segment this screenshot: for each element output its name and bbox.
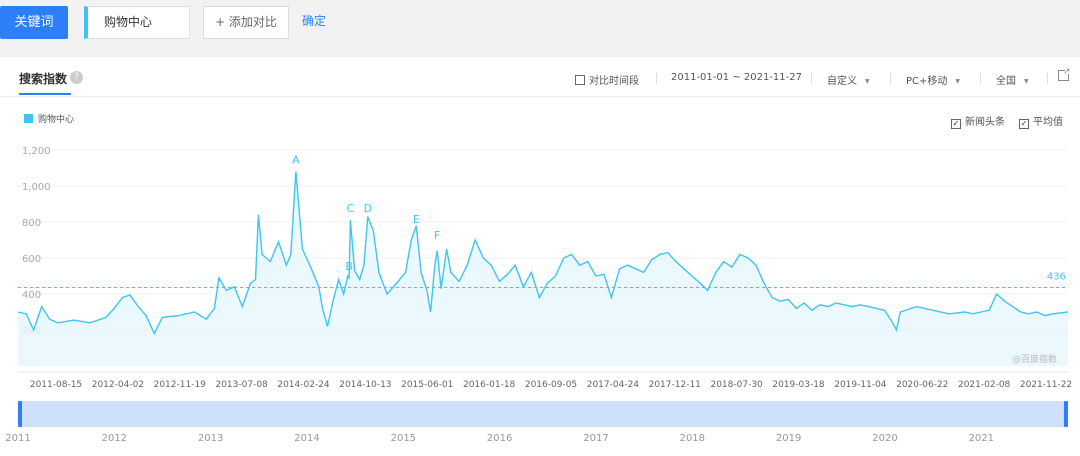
compare-period-label: 对比时间段 [589, 76, 639, 87]
navigator-year-label: 2020 [872, 433, 897, 444]
legend-swatch [24, 114, 33, 123]
y-tick-label: 400 [22, 290, 41, 301]
x-tick-label: 2012-11-19 [154, 380, 207, 390]
caret-down-icon: ▼ [1024, 78, 1029, 85]
keyword-tab-button[interactable]: 关键词 [0, 6, 68, 39]
x-tick-label: 2019-03-18 [772, 380, 825, 390]
divider [811, 73, 812, 84]
device-dropdown-label: PC+移动 [906, 76, 948, 87]
x-tick-label: 2014-02-24 [277, 380, 330, 390]
y-tick-label: 1,000 [22, 182, 51, 193]
title-underline [19, 93, 71, 95]
navigator-year-label: 2013 [198, 433, 223, 444]
compare-period-checkbox[interactable] [575, 75, 585, 85]
help-icon[interactable]: ? [70, 71, 83, 84]
add-compare-button[interactable]: + 添加对比 [203, 6, 289, 39]
annotation-marker: D [364, 202, 372, 215]
custom-dropdown[interactable]: 自定义 ▼ [827, 72, 870, 87]
navigator-right-handle [1064, 401, 1068, 427]
navigator-year-label: 2017 [583, 433, 608, 444]
x-tick-label: 2017-04-24 [587, 380, 640, 390]
x-tick-label: 2012-04-02 [92, 380, 144, 390]
x-tick-label: 2011-08-15 [30, 380, 82, 390]
caret-down-icon: ▼ [955, 78, 961, 85]
x-tick-label: 2017-12-11 [649, 380, 701, 390]
navigator-year-label: 2016 [487, 433, 512, 444]
device-dropdown[interactable]: PC+移动 ▼ [906, 72, 960, 87]
navigator-year-label: 2019 [776, 433, 801, 444]
annotation-marker: E [413, 213, 420, 226]
series-area [18, 171, 1068, 366]
top-toolbar: 关键词 购物中心 + 添加对比 确定 [0, 0, 1080, 57]
annotation-marker: F [434, 229, 440, 242]
x-tick-label: 2021-02-08 [958, 380, 1011, 390]
x-tick-label: 2014-10-13 [339, 380, 391, 390]
navigator-range [18, 401, 1068, 427]
x-tick-label: 2016-01-18 [463, 380, 516, 390]
divider [656, 73, 657, 84]
watermark: @百度指数 [1012, 355, 1058, 365]
navigator-year-label: 2021 [969, 433, 994, 444]
arrow-up-right-icon: ↗ [1063, 67, 1071, 77]
navigator-year-label: 2018 [680, 433, 705, 444]
x-tick-label: 2018-07-30 [710, 380, 763, 390]
navigator-year-label: 2012 [102, 433, 127, 444]
y-tick-label: 800 [22, 218, 41, 229]
x-tick-label: 2020-06-22 [896, 380, 948, 390]
average-checkbox-icon[interactable]: ✓ [1019, 119, 1029, 129]
external-link-icon[interactable] [1058, 68, 1071, 81]
x-tick-label: 2021-11-22 [1020, 380, 1072, 390]
average-toggle[interactable]: ✓ 平均值 [1019, 113, 1063, 129]
y-tick-label: 600 [22, 254, 41, 265]
average-label: 平均值 [1033, 117, 1063, 128]
chart-legend[interactable]: 购物中心 [24, 112, 74, 125]
news-checkbox-icon[interactable]: ✓ [951, 119, 961, 129]
average-label: 436 [1047, 272, 1066, 283]
divider [890, 73, 891, 84]
annotation-marker: A [292, 154, 300, 167]
navigator-year-label: 2014 [294, 433, 319, 444]
news-headlines-toggle[interactable]: ✓ 新闻头条 [951, 113, 1005, 129]
annotation-marker: B [345, 260, 353, 273]
news-headlines-label: 新闻头条 [965, 117, 1005, 128]
x-tick-label: 2016-09-05 [525, 380, 577, 390]
legend-label: 购物中心 [38, 115, 75, 125]
navigator-year-label: 2015 [391, 433, 416, 444]
x-tick-label: 2015-06-01 [401, 380, 453, 390]
keyword-input[interactable]: 购物中心 [84, 6, 190, 39]
confirm-button[interactable]: 确定 [302, 14, 327, 28]
annotation-marker: C [347, 202, 355, 215]
panel-title: 搜索指数 [19, 72, 68, 86]
series-line [17, 171, 1069, 336]
caret-down-icon: ▼ [865, 78, 870, 85]
panel-header: 搜索指数 ? 对比时间段 2011-01-01 ~ 2021-11-27 自定义… [0, 57, 1080, 97]
date-range-picker[interactable]: 2011-01-01 ~ 2021-11-27 [671, 72, 802, 83]
divider [1047, 73, 1048, 84]
custom-dropdown-label: 自定义 [827, 76, 857, 87]
x-tick-label: 2013-07-08 [215, 380, 268, 390]
navigator-year-label: 2011 [5, 433, 30, 444]
divider [980, 73, 981, 84]
region-dropdown[interactable]: 全国 ▼ [996, 72, 1029, 87]
compare-period-toggle[interactable]: 对比时间段 [575, 72, 639, 87]
y-tick-label: 1,200 [22, 146, 51, 157]
region-dropdown-label: 全国 [996, 76, 1016, 87]
navigator-left-handle [18, 401, 22, 427]
x-tick-label: 2019-11-04 [834, 380, 887, 390]
